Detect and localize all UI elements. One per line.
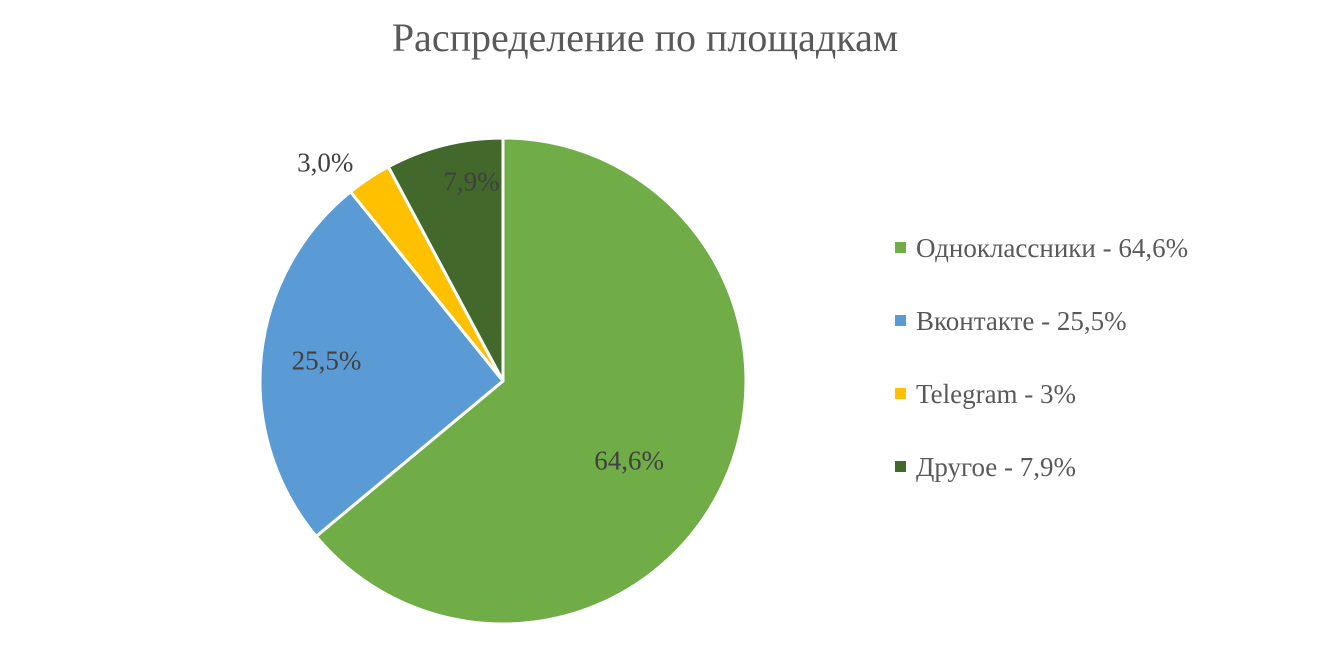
data-label-одноклассники: 64,6% (594, 446, 664, 476)
legend-label: Другое - 7,9% (916, 452, 1077, 482)
legend-label: Вконтакте - 25,5% (916, 306, 1127, 336)
data-label-вконтакте: 25,5% (292, 346, 362, 376)
legend-label: Одноклассники - 64,6% (916, 233, 1189, 263)
legend-item-telegram: Telegram - 3% (895, 372, 1325, 445)
pie-slice-вконтакте (258, 190, 505, 538)
legend-swatch (895, 315, 906, 326)
legend-item-другое: Другое - 7,9% (895, 445, 1325, 518)
pie-slice-одноклассники (314, 136, 748, 626)
data-label-другое: 7,9% (443, 166, 499, 196)
legend-item-вконтакте: Вконтакте - 25,5% (895, 299, 1325, 372)
legend-swatch (895, 388, 906, 399)
pie-data-labels: 64,6% 25,5% 3,0% 7,9% (292, 148, 664, 476)
pie-slices (258, 136, 748, 626)
data-label-telegram: 3,0% (297, 148, 353, 178)
chart-title: Распределение по площадкам (391, 15, 899, 60)
legend-label: Telegram - 3% (916, 379, 1077, 409)
legend-item-одноклассники: Одноклассники - 64,6% (895, 226, 1325, 299)
pie-slice-другое (386, 136, 505, 383)
legend: Одноклассники - 64,6% Вконтакте - 25,5% Te… (895, 226, 1325, 518)
legend-swatch (895, 461, 906, 472)
legend-swatch (895, 242, 906, 253)
